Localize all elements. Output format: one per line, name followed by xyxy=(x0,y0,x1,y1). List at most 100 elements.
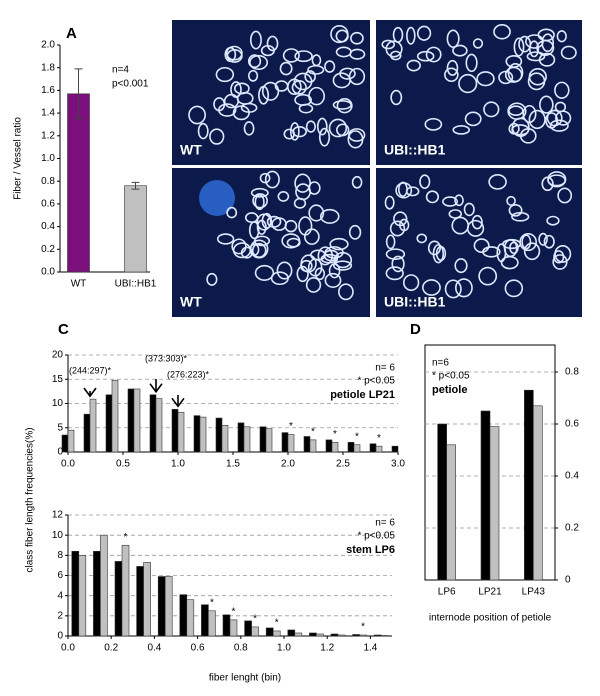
bar xyxy=(208,610,216,637)
annotation: stem LP6 xyxy=(346,544,395,556)
y-tick-label: 1.2 xyxy=(41,130,55,141)
y-tick-label: 1.4 xyxy=(41,108,55,119)
cell xyxy=(402,274,420,292)
error-bar xyxy=(74,68,83,120)
cell xyxy=(283,128,296,140)
x-tick-label: 0.0 xyxy=(61,643,75,654)
x-tick-label: 0.0 xyxy=(61,459,75,470)
bar xyxy=(446,444,456,581)
cell xyxy=(526,51,546,62)
cell xyxy=(528,40,540,58)
cell xyxy=(393,211,408,227)
y-tick-label: 15 xyxy=(52,374,64,385)
cell xyxy=(249,54,269,71)
cell xyxy=(458,73,478,94)
cell xyxy=(503,239,518,258)
cell xyxy=(294,50,313,63)
annotation: n= 6 xyxy=(375,363,395,374)
bar xyxy=(177,411,185,453)
bar xyxy=(480,410,491,581)
bar xyxy=(309,439,317,453)
significance-star: * xyxy=(355,431,359,442)
cell xyxy=(330,24,349,44)
bar xyxy=(259,426,267,453)
cell xyxy=(277,191,290,202)
cell xyxy=(444,67,459,83)
cell xyxy=(286,237,301,248)
cell xyxy=(521,234,532,250)
cell xyxy=(523,242,541,261)
bar xyxy=(325,439,333,453)
bar xyxy=(222,614,231,637)
cell xyxy=(473,238,490,253)
y-tick-label: 0.2 xyxy=(565,523,579,534)
y-tick-label: 20 xyxy=(52,350,64,361)
bar xyxy=(330,633,339,637)
y-tick-label: 10 xyxy=(52,398,64,409)
cell xyxy=(448,209,463,219)
cell xyxy=(513,37,525,57)
bar xyxy=(294,632,303,637)
cell xyxy=(385,266,404,281)
cell xyxy=(560,45,577,60)
cell xyxy=(243,121,255,136)
cell xyxy=(465,53,478,73)
x-tick-label: 3.0 xyxy=(391,459,405,470)
bar xyxy=(533,405,543,581)
bar xyxy=(121,544,130,637)
cell xyxy=(333,251,353,269)
x-tick-label: 0.6 xyxy=(191,643,205,654)
bar xyxy=(524,389,534,581)
bar xyxy=(171,409,179,453)
micrograph xyxy=(172,20,370,165)
cell xyxy=(527,72,546,91)
cell xyxy=(504,279,524,298)
y-tick-label: 0.4 xyxy=(41,221,55,232)
cell xyxy=(316,117,328,136)
glare xyxy=(199,180,235,216)
cell xyxy=(384,195,395,210)
y-axis-title: class fiber length frequencies(%) xyxy=(25,427,36,572)
cell xyxy=(240,246,253,259)
cell xyxy=(226,48,243,63)
y-tick-label: 0.8 xyxy=(41,176,55,187)
bar xyxy=(331,441,339,453)
bar xyxy=(179,594,188,637)
error-bar xyxy=(131,181,140,190)
cell xyxy=(385,40,403,58)
cell xyxy=(536,39,555,57)
cell xyxy=(314,267,326,281)
significance-star: * xyxy=(484,413,488,424)
bar xyxy=(281,432,289,453)
cell xyxy=(543,234,555,249)
bar xyxy=(78,555,87,637)
bar xyxy=(287,434,295,453)
x-tick-label: 1.0 xyxy=(171,459,185,470)
cell xyxy=(350,31,364,45)
y-tick-label: 0.6 xyxy=(41,199,55,210)
arrow-head xyxy=(171,397,185,408)
bar xyxy=(157,576,166,637)
cell xyxy=(425,190,440,204)
bar xyxy=(243,426,251,453)
cell xyxy=(506,195,516,206)
bar xyxy=(133,388,141,453)
bar xyxy=(149,394,157,453)
annotation: n=4 xyxy=(112,65,129,76)
cell xyxy=(390,89,403,106)
cell xyxy=(385,234,396,250)
cell xyxy=(226,206,238,219)
significance-star: * xyxy=(361,622,365,633)
bar xyxy=(489,426,500,581)
image-label: WT xyxy=(180,142,202,158)
significance-star: * xyxy=(124,532,128,543)
cell xyxy=(337,283,354,301)
bar xyxy=(437,423,447,581)
cell xyxy=(317,246,333,266)
cell xyxy=(397,181,408,198)
cell xyxy=(511,211,530,222)
cell xyxy=(416,50,435,62)
bar xyxy=(164,576,173,637)
cell xyxy=(556,30,567,43)
